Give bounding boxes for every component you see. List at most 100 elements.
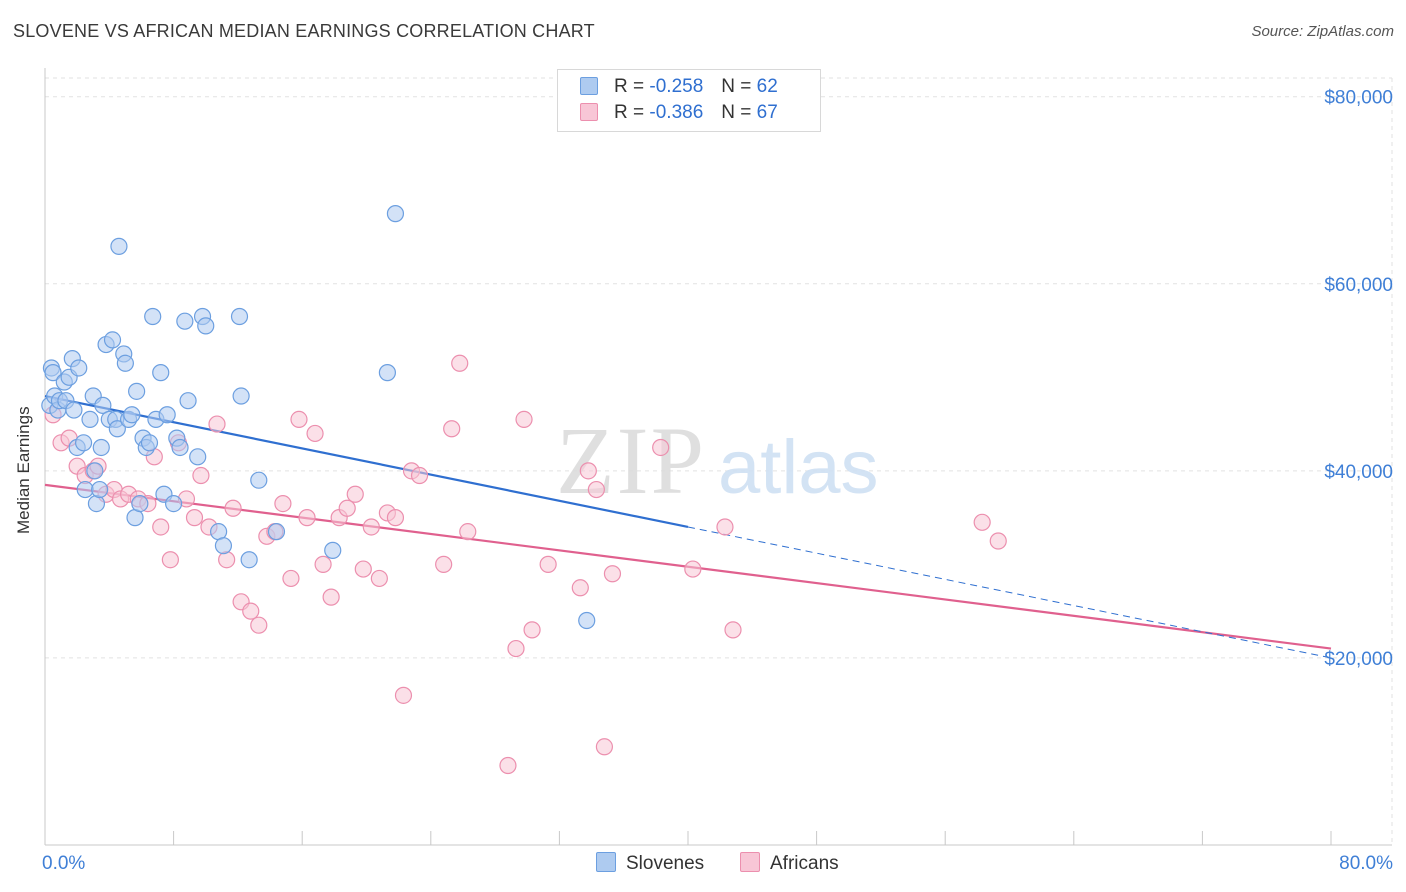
slovene-point (110, 237, 128, 255)
african-point (571, 579, 589, 597)
watermark-zip: ZIP (556, 407, 706, 514)
african-point (603, 565, 622, 583)
y-tick-label: $60,000 (1324, 275, 1393, 296)
african-point (306, 424, 324, 443)
african-point (250, 616, 268, 634)
slovene-point (214, 537, 233, 555)
african-point (716, 518, 734, 536)
african-point (451, 354, 469, 372)
african-point (274, 494, 292, 513)
slovene-point (87, 494, 106, 513)
y-tick-label: $40,000 (1324, 462, 1393, 483)
african-point (224, 499, 242, 517)
slovene-point (92, 438, 110, 457)
slovene-point (70, 359, 88, 377)
slovene-point (152, 364, 170, 382)
slovenes-r-value: -0.258 (649, 76, 704, 97)
x-tick-labels: 0.0% 80.0% (42, 853, 1393, 874)
slovenes-points (41, 205, 596, 630)
axes (44, 68, 1392, 846)
african-point (724, 621, 742, 639)
african-point (370, 569, 388, 588)
slovene-point (144, 307, 162, 326)
african-point (394, 686, 413, 704)
slovenes-trend-extension (687, 526, 1332, 659)
african-point (410, 466, 429, 485)
x-tick-label-min: 0.0% (42, 853, 85, 874)
african-point (652, 438, 670, 457)
african-point (579, 462, 597, 480)
n-label: N = (721, 76, 752, 97)
african-point (290, 410, 308, 429)
legend-row-africans: R = -0.386 N = 67 (580, 102, 778, 124)
africans-legend-swatch (740, 852, 760, 872)
correlation-legend: R = -0.258 N = 62 R = -0.386 N = 67 (557, 69, 821, 132)
african-point (282, 569, 300, 588)
african-point (386, 509, 405, 527)
bottom-legend-slovenes: Slovenes (596, 852, 704, 875)
r-label: R = (614, 102, 645, 123)
bottom-legend-africans: Africans (740, 852, 839, 875)
africans-legend-label: Africans (770, 853, 839, 874)
slovene-point (116, 354, 134, 372)
slovenes-legend-label: Slovenes (626, 853, 705, 874)
slovene-point (250, 471, 268, 489)
watermark-atlas: atlas (718, 425, 879, 510)
african-point (973, 513, 991, 531)
african-point (322, 588, 340, 606)
african-point (595, 738, 614, 756)
slovene-point (197, 317, 215, 335)
slovenes-swatch (580, 77, 598, 95)
african-point (989, 532, 1007, 550)
y-tick-label: $80,000 (1324, 88, 1393, 109)
african-point (362, 518, 380, 536)
slovene-point (171, 438, 189, 457)
slovenes-legend-swatch (596, 852, 616, 872)
african-point (192, 466, 210, 485)
african-point (587, 480, 605, 499)
slovene-point (578, 611, 596, 630)
slovene-point (123, 406, 141, 424)
y-tick-label: $20,000 (1324, 649, 1393, 670)
chart-title: SLOVENE VS AFRICAN MEDIAN EARNINGS CORRE… (13, 21, 595, 41)
african-point (242, 602, 260, 620)
african-point (298, 509, 316, 527)
slovene-point (189, 448, 207, 466)
slovene-point (131, 494, 149, 513)
slovenes-n-value: 62 (756, 76, 778, 97)
slovene-point (74, 434, 93, 452)
africans-n-value: 67 (756, 102, 778, 123)
watermark: ZIP atlas (556, 407, 879, 514)
source-label: Source: ZipAtlas.com (1251, 23, 1394, 40)
slovene-point (81, 410, 99, 429)
african-point (539, 555, 557, 573)
slovene-point (108, 420, 126, 438)
african-point (443, 420, 461, 438)
slovene-point (76, 480, 94, 499)
n-label: N = (721, 102, 752, 123)
slovene-point (232, 387, 250, 405)
slovene-point (240, 551, 258, 569)
african-point (314, 555, 332, 573)
african-point (346, 485, 364, 503)
african-point (435, 555, 453, 573)
slovene-point (267, 523, 286, 541)
slovene-point (128, 382, 146, 400)
slovene-point (94, 396, 112, 414)
slovene-point (140, 434, 159, 452)
african-point (459, 523, 477, 541)
african-point (523, 621, 541, 639)
slovene-point (158, 406, 176, 424)
x-tick-label-max: 80.0% (1339, 853, 1393, 874)
africans-swatch (580, 103, 598, 121)
y-tick-labels: $20,000 $40,000 $60,000 $80,000 (1324, 88, 1393, 670)
slovene-point (103, 331, 122, 349)
r-label: R = (614, 76, 645, 97)
slovene-point (378, 364, 396, 382)
africans-r-value: -0.386 (649, 102, 704, 123)
african-point (354, 560, 372, 578)
slovene-point (165, 494, 183, 513)
african-point (515, 410, 533, 429)
slovene-point (91, 480, 109, 499)
